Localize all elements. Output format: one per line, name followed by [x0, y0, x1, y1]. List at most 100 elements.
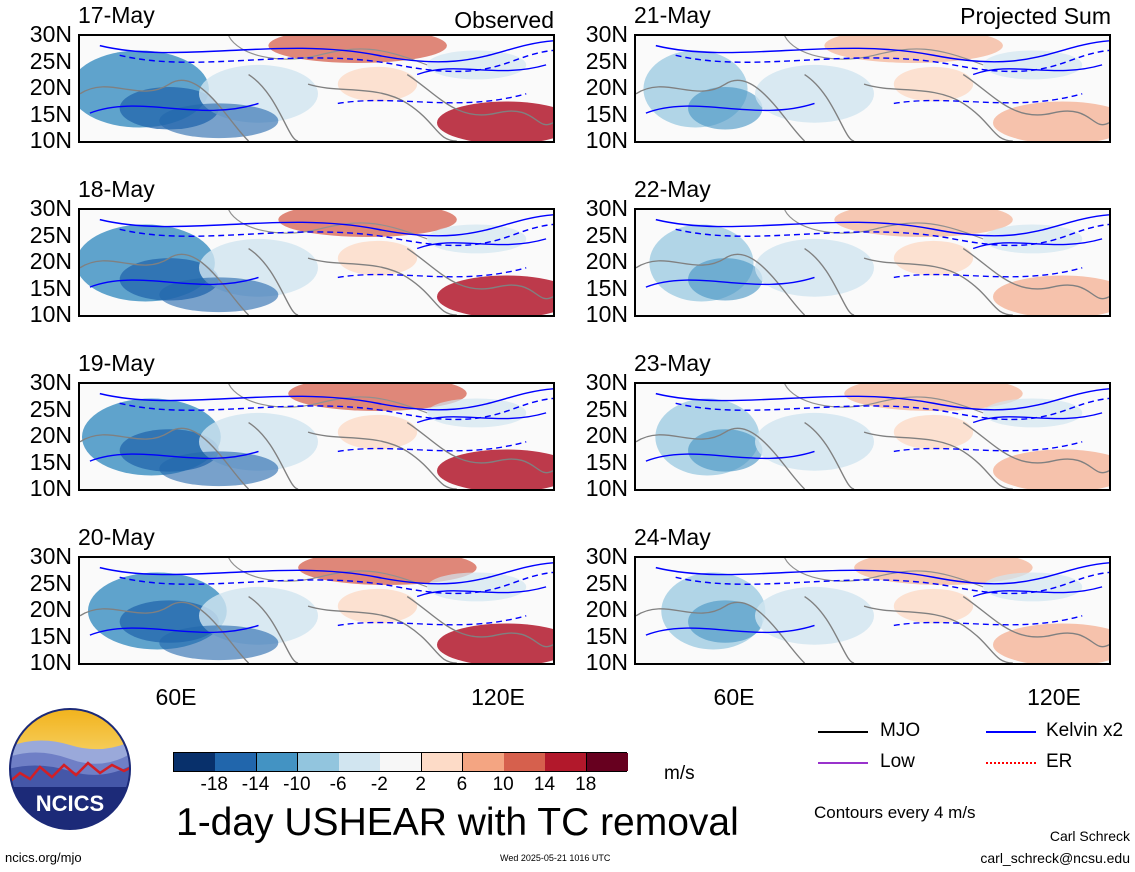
legend-line-mjo: [818, 731, 868, 733]
panel-date-right-3: 23-May: [634, 350, 711, 376]
colorbar-segment: [462, 753, 505, 771]
colorbar-segment: [421, 753, 464, 771]
lat-label: 25N: [29, 47, 72, 74]
footer-email: carl_schreck@ncsu.edu: [980, 850, 1130, 866]
panel-date-right-4: 24-May: [634, 524, 711, 550]
panel-date-left-1: 17-May: [78, 2, 155, 28]
footer-url: ncics.org/mjo: [5, 850, 82, 865]
colorbar-tick-label: 18: [575, 774, 597, 795]
lat-label: 25N: [585, 569, 628, 596]
figure-title: 1-day USHEAR with TC removal: [176, 801, 739, 844]
lat-label: 15N: [29, 622, 72, 649]
lat-label: 30N: [585, 543, 628, 569]
lat-label: 10N: [585, 127, 628, 153]
lat-label: 15N: [585, 100, 628, 127]
colorbar-segment: [339, 753, 381, 771]
projected-header: Projected Sum: [960, 3, 1111, 29]
lon-label-60e-right: 60E: [713, 684, 755, 710]
lat-label: 30N: [29, 369, 72, 395]
lat-label: 15N: [29, 448, 72, 475]
colorbar-segment: [380, 753, 423, 771]
lat-label: 30N: [585, 195, 628, 221]
panel-date-left-2: 18-May: [78, 176, 155, 202]
footer-timestamp: Wed 2025-05-21 1016 UTC: [500, 853, 611, 863]
lat-label: 15N: [585, 274, 628, 301]
lat-label: 10N: [29, 301, 72, 327]
lat-label: 20N: [585, 248, 628, 274]
map-panel-right-1: [634, 34, 1111, 143]
lat-label: 30N: [585, 21, 628, 47]
lat-label: 10N: [29, 475, 72, 501]
map-panel-right-4: [634, 556, 1111, 665]
lat-label: 25N: [585, 47, 628, 74]
lat-label: 10N: [585, 649, 628, 675]
colorbar: [173, 752, 629, 772]
colorbar-segment: [504, 753, 546, 771]
lat-label: 20N: [29, 248, 72, 274]
legend-line-er: [986, 762, 1036, 764]
map-panel-left-2: [78, 208, 555, 317]
lat-label: 25N: [29, 221, 72, 248]
ncics-logo: NCICS: [8, 707, 132, 831]
lat-label: 20N: [29, 74, 72, 100]
lat-label: 20N: [29, 422, 72, 448]
colorbar-unit: m/s: [664, 763, 695, 784]
lat-label: 25N: [29, 569, 72, 596]
lat-label: 30N: [29, 21, 72, 47]
lat-label: 25N: [585, 221, 628, 248]
colorbar-tick-label: -10: [283, 774, 311, 795]
colorbar-segment: [256, 753, 299, 771]
lat-label: 30N: [29, 543, 72, 569]
observed-header: Observed: [454, 7, 554, 33]
lat-label: 30N: [29, 195, 72, 221]
map-panel-left-1: [78, 34, 555, 143]
colorbar-segment: [215, 753, 258, 771]
lat-label: 10N: [585, 301, 628, 327]
lat-label: 20N: [585, 596, 628, 622]
colorbar-segment: [297, 753, 340, 771]
lat-label: 15N: [585, 622, 628, 649]
panel-date-right-2: 22-May: [634, 176, 711, 202]
lon-label-60e-left: 60E: [155, 684, 197, 710]
contours-note: Contours every 4 m/s: [814, 803, 976, 822]
legend-label-kelvin: Kelvin x2: [1046, 720, 1124, 741]
lat-label: 20N: [585, 74, 628, 100]
lat-label: 20N: [585, 422, 628, 448]
lat-label: 10N: [585, 475, 628, 501]
colorbar-tick-label: -14: [241, 774, 270, 795]
map-panel-left-4: [78, 556, 555, 665]
lat-label: 15N: [585, 448, 628, 475]
lat-label: 10N: [29, 649, 72, 675]
colorbar-segment: [174, 753, 216, 771]
map-panel-left-3: [78, 382, 555, 491]
colorbar-tick-label: -6: [329, 774, 347, 795]
lon-label-120e-right: 120E: [1027, 684, 1081, 710]
lat-label: 15N: [29, 100, 72, 127]
colorbar-tick-label: -2: [370, 774, 388, 795]
legend-label-low: Low: [880, 751, 915, 772]
panel-date-left-4: 20-May: [78, 524, 155, 550]
lat-label: 30N: [585, 369, 628, 395]
footer-author: Carl Schreck: [1049, 828, 1130, 844]
panel-date-left-3: 19-May: [78, 350, 155, 376]
map-panel-right-3: [634, 382, 1111, 491]
lat-label: 15N: [29, 274, 72, 301]
legend-label-mjo: MJO: [880, 720, 921, 741]
panel-date-right-1: 21-May: [634, 2, 711, 28]
legend-line-kelvin: [986, 731, 1036, 733]
map-panel-right-2: [634, 208, 1111, 317]
lat-label: 25N: [585, 395, 628, 422]
lat-label: 20N: [29, 596, 72, 622]
legend-label-er: ER: [1046, 751, 1073, 772]
colorbar-tick-label: -18: [200, 774, 228, 795]
colorbar-tick-label: 14: [533, 774, 556, 795]
lon-label-120e-left: 120E: [471, 684, 525, 710]
colorbar-segment: [586, 753, 629, 771]
legend-line-low: [818, 762, 868, 764]
colorbar-segment: [545, 753, 588, 771]
colorbar-tick-label: 2: [415, 774, 426, 795]
logo-text: NCICS: [36, 791, 104, 816]
colorbar-tick-label: 10: [492, 774, 514, 795]
lat-label: 25N: [29, 395, 72, 422]
colorbar-tick-label: 6: [456, 774, 468, 795]
